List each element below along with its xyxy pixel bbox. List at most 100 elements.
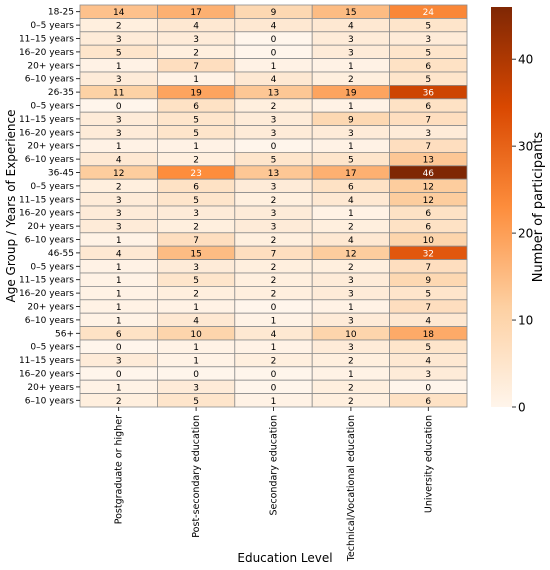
cell-value-label: 2 xyxy=(348,383,354,393)
cell-value-label: 3 xyxy=(193,383,199,393)
cell-value-label: 1 xyxy=(116,236,122,246)
cell-value-label: 3 xyxy=(271,115,277,125)
row-tick-label: 16–20 years xyxy=(19,289,74,299)
cell-value-label: 2 xyxy=(271,196,277,206)
cell-value-label: 3 xyxy=(116,223,122,233)
row-tick-label: 11–15 years xyxy=(19,35,74,45)
row-tick-label: 6–10 years xyxy=(25,316,75,326)
cell-value-label: 2 xyxy=(348,357,354,367)
cell-value-label: 2 xyxy=(271,290,277,300)
cell-value-label: 5 xyxy=(193,397,199,407)
cell-value-label: 7 xyxy=(193,62,199,72)
cell-value-label: 9 xyxy=(425,276,431,286)
cell-value-label: 3 xyxy=(348,48,354,58)
cell-value-label: 5 xyxy=(193,129,199,139)
row-tick-label: 11–15 years xyxy=(19,356,74,366)
cell-value-label: 3 xyxy=(348,276,354,286)
cell-value-label: 2 xyxy=(348,397,354,407)
cell-value-label: 2 xyxy=(271,263,277,273)
row-tick-label: 11–15 years xyxy=(19,195,74,205)
cell-value-label: 5 xyxy=(425,48,431,58)
cell-value-label: 17 xyxy=(190,8,201,18)
cell-value-label: 1 xyxy=(116,290,122,300)
cell-value-label: 2 xyxy=(271,276,277,286)
row-tick-label: 0–5 years xyxy=(30,343,74,353)
cell-value-label: 6 xyxy=(193,102,199,112)
cell-value-label: 2 xyxy=(348,223,354,233)
column-tick-label: Post-secondary education xyxy=(191,415,202,538)
cell-value-label: 0 xyxy=(271,142,277,152)
cell-value-label: 13 xyxy=(268,89,279,99)
colorbar xyxy=(491,7,512,407)
cell-value-label: 14 xyxy=(113,8,125,18)
cell-value-label: 1 xyxy=(116,142,122,152)
cell-value-label: 18 xyxy=(423,330,435,340)
row-tick-label: 46-55 xyxy=(48,249,74,259)
cell-value-label: 5 xyxy=(425,290,431,300)
cell-value-label: 3 xyxy=(425,35,431,45)
cell-value-label: 0 xyxy=(193,370,199,380)
cell-value-label: 6 xyxy=(425,209,431,219)
cell-value-label: 7 xyxy=(425,263,431,273)
cell-value-label: 1 xyxy=(116,263,122,273)
cell-value-label: 5 xyxy=(425,75,431,85)
cell-value-label: 4 xyxy=(193,316,199,326)
cell-value-label: 1 xyxy=(193,303,199,313)
cell-value-label: 5 xyxy=(116,48,122,58)
cell-value-label: 13 xyxy=(423,156,434,166)
cell-value-label: 1 xyxy=(271,316,277,326)
row-tick-label: 11–15 years xyxy=(19,115,74,125)
cell-value-label: 2 xyxy=(348,75,354,85)
row-tick-label: 20+ years xyxy=(27,383,74,393)
cell-value-label: 12 xyxy=(113,169,124,179)
cell-value-label: 1 xyxy=(116,303,122,313)
cell-value-label: 17 xyxy=(345,169,356,179)
row-tick-label: 20+ years xyxy=(27,222,74,232)
cell-value-label: 3 xyxy=(116,209,122,219)
cell-value-label: 15 xyxy=(190,249,201,259)
cell-value-label: 24 xyxy=(423,8,435,18)
cell-value-label: 6 xyxy=(348,182,354,192)
cell-value-label: 2 xyxy=(193,48,199,58)
cell-value-label: 3 xyxy=(271,129,277,139)
cell-value-label: 3 xyxy=(116,75,122,85)
cell-value-label: 1 xyxy=(271,62,277,72)
cell-value-label: 4 xyxy=(116,156,122,166)
cell-value-label: 0 xyxy=(271,48,277,58)
cell-value-label: 3 xyxy=(116,196,122,206)
cell-value-label: 3 xyxy=(193,263,199,273)
row-tick-label: 16–20 years xyxy=(19,209,74,219)
cell-value-label: 12 xyxy=(423,196,434,206)
cell-value-label: 4 xyxy=(348,22,354,32)
cell-value-label: 3 xyxy=(193,209,199,219)
cell-value-label: 3 xyxy=(425,370,431,380)
cell-value-label: 5 xyxy=(193,196,199,206)
cell-value-label: 5 xyxy=(425,343,431,353)
cell-value-label: 1 xyxy=(348,370,354,380)
cell-value-label: 1 xyxy=(116,383,122,393)
cell-value-label: 13 xyxy=(268,169,279,179)
row-tick-label: 36-45 xyxy=(48,169,74,179)
cell-value-label: 3 xyxy=(348,316,354,326)
cell-value-label: 7 xyxy=(271,249,277,259)
row-tick-label: 20+ years xyxy=(27,303,74,313)
cell-value-label: 12 xyxy=(423,182,434,192)
cell-value-label: 4 xyxy=(271,75,277,85)
cell-value-label: 2 xyxy=(193,223,199,233)
row-tick-label: 6–10 years xyxy=(25,236,75,246)
cell-value-label: 0 xyxy=(271,303,277,313)
colorbar-tick-label: 40 xyxy=(518,53,533,67)
cell-value-label: 0 xyxy=(116,370,122,380)
cell-value-label: 6 xyxy=(425,102,431,112)
cell-value-label: 6 xyxy=(425,397,431,407)
cell-value-label: 1 xyxy=(271,397,277,407)
row-tick-label: 0–5 years xyxy=(30,262,74,272)
cell-value-label: 4 xyxy=(425,357,431,367)
colorbar-tick-label: 30 xyxy=(518,140,533,154)
row-tick-label: 6–10 years xyxy=(25,155,75,165)
cell-value-label: 0 xyxy=(116,102,122,112)
cell-value-label: 3 xyxy=(193,35,199,45)
cell-value-label: 3 xyxy=(271,182,277,192)
row-tick-label: 16–20 years xyxy=(19,370,74,380)
cell-value-label: 3 xyxy=(348,129,354,139)
